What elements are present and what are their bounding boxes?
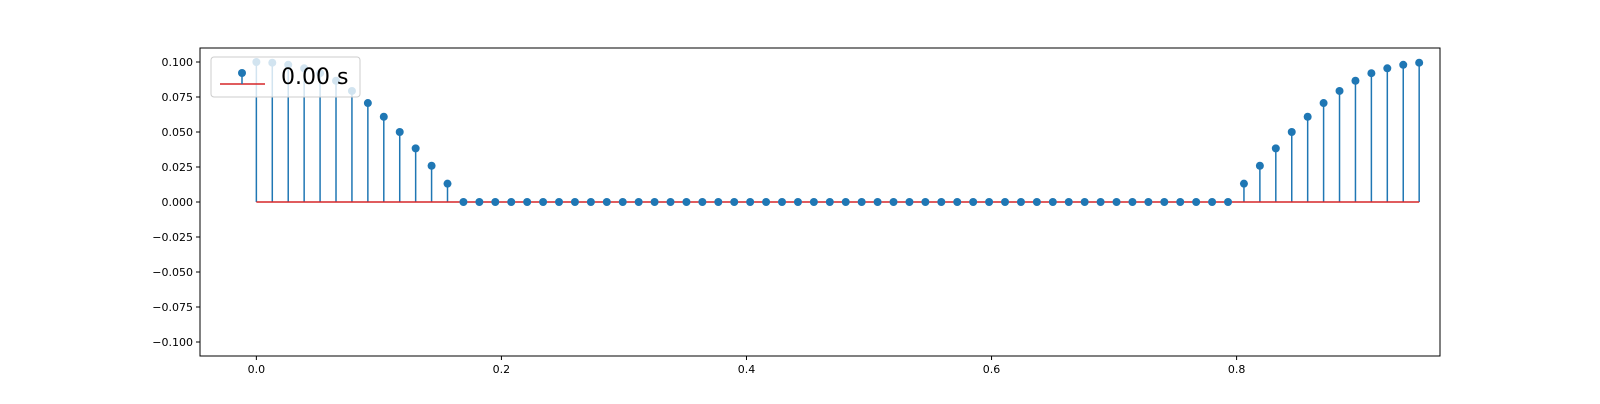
stem-marker [730, 198, 739, 206]
stem-marker [1001, 198, 1010, 206]
stem-marker [1096, 198, 1105, 206]
stem-marker [841, 198, 850, 206]
stem-marker [889, 198, 898, 206]
stem-marker [1303, 112, 1312, 121]
stem-marker [682, 198, 691, 206]
y-tick-label: 0.075 [162, 91, 194, 104]
x-tick-label: 0.8 [1228, 363, 1246, 376]
stem-marker [857, 198, 866, 206]
stem-marker [1176, 198, 1185, 206]
x-tick-label: 0.4 [738, 363, 756, 376]
stem-marker [1112, 198, 1121, 206]
stem-marker [762, 198, 771, 206]
stem-marker [1032, 198, 1041, 206]
stem-marker [1319, 99, 1328, 108]
stem-marker [953, 198, 962, 206]
y-tick-label: 0.025 [162, 161, 194, 174]
y-tick-label: 0.050 [162, 126, 194, 139]
stem-marker [459, 198, 468, 206]
stem-marker [1208, 198, 1217, 206]
stem-marker [507, 198, 516, 206]
legend-frame [210, 56, 361, 98]
stem-marker [1224, 198, 1233, 206]
stem-marker [1383, 64, 1392, 73]
y-tick-label: −0.025 [152, 231, 193, 244]
x-tick-label: 0.0 [248, 363, 266, 376]
stem-marker [491, 198, 500, 206]
stem-marker [443, 179, 452, 188]
stem-marker [1287, 128, 1296, 136]
stem-marker [1016, 198, 1025, 206]
stem-marker [1048, 198, 1057, 206]
stem-marker [1144, 198, 1153, 206]
stem-marker [586, 198, 595, 206]
stem-marker [778, 198, 787, 206]
stem-marker [427, 161, 436, 170]
stem-marker [1239, 179, 1248, 188]
stem-marker [1160, 198, 1169, 206]
stem-marker [634, 198, 643, 206]
x-tick-label: 0.6 [983, 363, 1001, 376]
stem-marker [1064, 198, 1073, 206]
stem-marker [921, 198, 930, 206]
stem-marker [873, 198, 882, 206]
stem-marker [937, 198, 946, 206]
legend: 0.00 s [210, 56, 361, 98]
stem-marker [602, 198, 611, 206]
stem-marker [411, 144, 420, 153]
stem-marker [379, 112, 388, 121]
stem-marker [985, 198, 994, 206]
stem-marker [825, 198, 834, 206]
stem-marker [1351, 76, 1360, 85]
stem-marker [1367, 69, 1376, 78]
stem-marker [523, 198, 532, 206]
stem-marker [1335, 86, 1344, 95]
stem-marker [1255, 161, 1264, 170]
stem-marker [1271, 144, 1280, 153]
y-tick-label: 0.000 [162, 196, 194, 209]
stem-marker [395, 128, 404, 136]
stem-marker [570, 198, 579, 206]
stem-marker [555, 198, 564, 206]
stem-marker [1192, 198, 1201, 206]
stem-marker [1415, 58, 1424, 67]
legend-marker-sample [238, 69, 246, 77]
y-axis: 0.100 0.075 0.050 0.025 0.000 −0.025 −0.050 −0.… [152, 56, 200, 349]
stem-marker [1128, 198, 1137, 206]
stem-marker [539, 198, 548, 206]
stem-marker [746, 198, 755, 206]
stem-marker [666, 198, 675, 206]
stem-marker [793, 198, 802, 206]
x-tick-label: 0.2 [493, 363, 511, 376]
stem-marker [475, 198, 484, 206]
stem-marker [969, 198, 978, 206]
y-tick-label: 0.100 [162, 56, 194, 69]
y-tick-label: −0.075 [152, 301, 193, 314]
stem-marker [650, 198, 659, 206]
y-tick-label: −0.050 [152, 266, 193, 279]
stem-marker [698, 198, 707, 206]
stem-marker [1399, 60, 1408, 69]
x-axis: 0.0 0.2 0.4 0.6 0.8 [248, 356, 1246, 376]
stem-marker [618, 198, 627, 206]
stem-marker [905, 198, 914, 206]
markers-layer [252, 58, 1424, 206]
stem-marker [809, 198, 818, 206]
legend-label: 0.00 s [281, 65, 348, 90]
stem-marker [1080, 198, 1089, 206]
stem-marker [363, 99, 372, 108]
stem-marker [714, 198, 723, 206]
y-tick-label: −0.100 [152, 336, 193, 349]
